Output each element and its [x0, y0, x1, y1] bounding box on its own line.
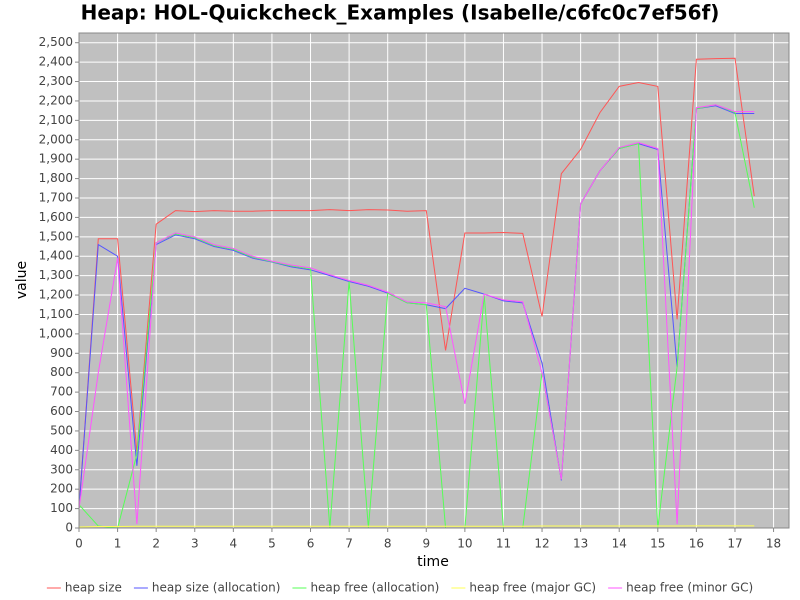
series-line: [78, 57, 755, 509]
y-tick-label: 1,100: [39, 307, 73, 321]
y-tick-label: 2,500: [39, 35, 73, 49]
chart-title: Heap: HOL-Quickcheck_Examples (Isabelle/…: [81, 1, 720, 25]
legend-label: heap free (allocation): [310, 581, 439, 595]
x-tick-label: 5: [268, 537, 276, 551]
x-tick-label: 9: [422, 537, 430, 551]
series-line: [78, 104, 755, 525]
series-line: [78, 104, 755, 529]
y-tick-label: 1,800: [39, 171, 73, 185]
y-tick-label: 900: [50, 346, 73, 360]
y-tick-label: 500: [50, 423, 73, 437]
y-tick-label: 2,200: [39, 93, 73, 107]
y-axis-label: value: [14, 261, 30, 299]
x-tick-label: 0: [75, 537, 83, 551]
x-tick-label: 15: [650, 537, 665, 551]
y-tick-label: 800: [50, 365, 73, 379]
y-tick-label: 100: [50, 501, 73, 515]
legend-label: heap free (major GC): [469, 581, 596, 595]
y-tick-label: 1,600: [39, 210, 73, 224]
x-tick-label: 14: [612, 537, 627, 551]
y-tick-label: 2,000: [39, 132, 73, 146]
y-tick-label: 300: [50, 462, 73, 476]
plot-border: [78, 32, 790, 529]
x-tick-label: 4: [230, 537, 238, 551]
x-tick-label: 6: [307, 537, 315, 551]
x-tick-label: 3: [191, 537, 199, 551]
x-axis-label: time: [417, 554, 449, 570]
x-tick-label: 7: [345, 537, 353, 551]
y-tick-label: 1,200: [39, 288, 73, 302]
x-tick-label: 2: [152, 537, 160, 551]
x-tick-label: 12: [534, 537, 549, 551]
y-tick-label: 1,700: [39, 191, 73, 205]
x-tick-label: 13: [573, 537, 588, 551]
y-tick-label: 700: [50, 385, 73, 399]
x-tick-label: 1: [114, 537, 122, 551]
y-tick-label: 0: [65, 521, 73, 535]
x-tick-label: 18: [766, 537, 781, 551]
y-tick-label: 1,900: [39, 152, 73, 166]
y-tick-label: 400: [50, 443, 73, 457]
y-tick-label: 1,300: [39, 268, 73, 282]
y-tick-label: 1,000: [39, 326, 73, 340]
y-tick-label: 2,400: [39, 55, 73, 69]
legend-label: heap size (allocation): [152, 581, 281, 595]
x-tick-label: 17: [727, 537, 742, 551]
y-tick-label: 1,400: [39, 249, 73, 263]
y-tick-label: 200: [50, 482, 73, 496]
x-tick-label: 11: [496, 537, 511, 551]
y-tick-label: 1,500: [39, 229, 73, 243]
y-tick-label: 2,300: [39, 74, 73, 88]
y-tick-label: 600: [50, 404, 73, 418]
x-tick-label: 8: [384, 537, 392, 551]
legend-label: heap size: [65, 581, 122, 595]
series-line: [78, 525, 755, 528]
y-tick-label: 2,100: [39, 113, 73, 127]
x-tick-label: 16: [689, 537, 704, 551]
x-tick-label: 10: [457, 537, 472, 551]
plot-area: [79, 33, 789, 528]
legend-label: heap free (minor GC): [626, 581, 753, 595]
